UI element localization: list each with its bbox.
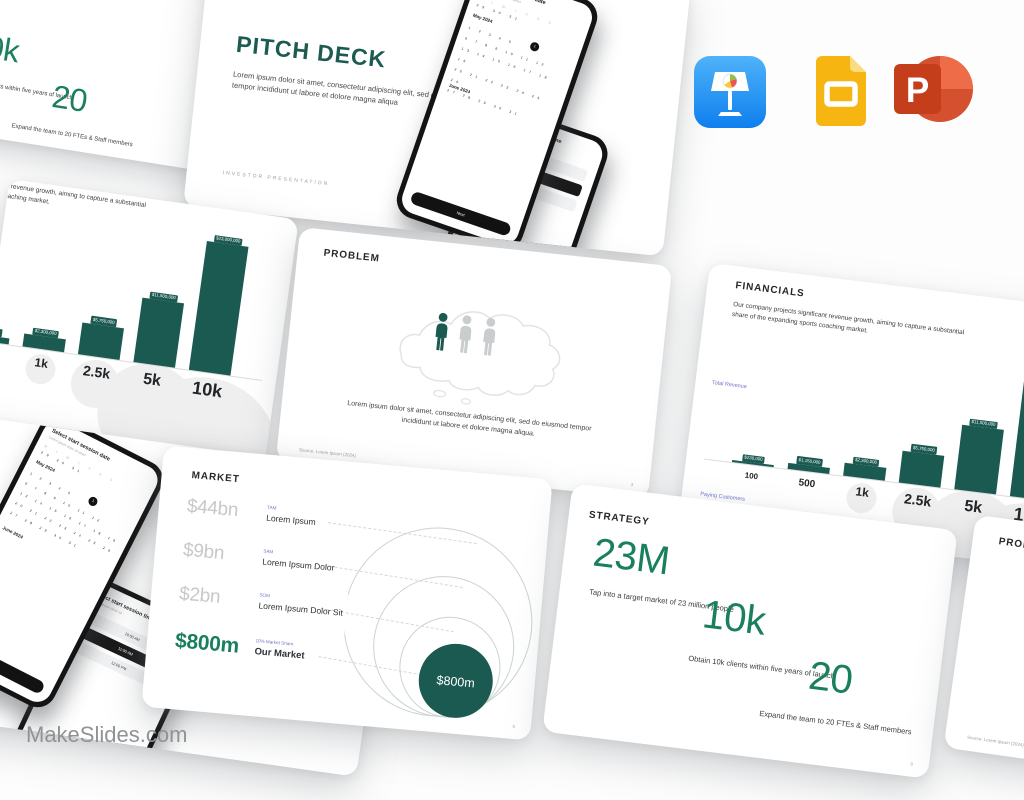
market-value: $9bn	[182, 539, 225, 565]
strategy-stat-caption: Expand the team to 20 FTEs & Staff membe…	[758, 708, 913, 737]
page-number: 8	[910, 761, 914, 767]
keynote-icon	[694, 56, 766, 128]
slide-title: MARKET	[191, 470, 241, 486]
bar-value-label: $1,150,000	[0, 325, 3, 337]
person-icon	[459, 315, 472, 354]
x-tick-label: 2.5k	[903, 490, 933, 510]
cover-title: PITCH DECK	[235, 30, 388, 73]
tam-sam-som-circles: $800m	[337, 490, 551, 739]
chart-bar-2.5k: $5,750,000 2.5k	[893, 443, 946, 525]
slide-title: STRATEGY	[588, 509, 651, 528]
slide-title: PROBLEM	[323, 247, 381, 265]
market-value: $2bn	[178, 583, 222, 608]
x-tick-label: 2.5k	[82, 362, 112, 382]
market-name: Lorem Ipsum	[265, 512, 317, 527]
cover-footer: INVESTOR PRESENTATION	[222, 170, 330, 188]
strategy-stat-value: 23M	[590, 530, 672, 584]
chart-bar-1k: $2,300,000 1k	[16, 326, 68, 389]
strategy-stat-caption: Expand the team to 20 FTEs & Staff membe…	[11, 121, 134, 148]
strategy-stat-value: 10k	[0, 26, 22, 70]
svg-text:$800m: $800m	[436, 673, 475, 690]
next-button: Next	[409, 190, 513, 237]
x-tick-label: 500	[797, 477, 816, 491]
x-tick-label: 10k	[190, 377, 224, 402]
slide-title: FINANCIALS	[734, 280, 806, 300]
chart-bar-1k: $2,300,000 1k	[838, 455, 889, 517]
svg-text:P: P	[906, 71, 929, 110]
x-tick-label: 1k	[854, 484, 870, 500]
chart-bar-100: $230,000 100	[726, 453, 775, 504]
powerpoint-icon: P	[888, 46, 974, 132]
calendar-month-label: May 2024	[35, 459, 56, 473]
slide-card-problem: PROBLEM Lorem ipsum dolor sit amet, con	[275, 227, 673, 499]
person-icon	[483, 317, 496, 356]
person-icons	[431, 312, 500, 359]
market-row: $44bn TAM Lorem Ipsum	[186, 496, 317, 529]
calendar-month-label: June 2024	[1, 525, 24, 540]
revenue-bar-chart: $230,000100$1,150,000500$2,300,0001k$5,7…	[0, 193, 275, 402]
next-button: Next	[0, 634, 46, 695]
market-row: $800m 10% Market Share Our Market	[174, 629, 306, 664]
person-icon	[435, 312, 448, 351]
calendar-month-label: May 2024	[472, 12, 494, 24]
google-slides-icon	[812, 54, 870, 128]
source-note: Source: Lorem Ipsum (2024)	[966, 734, 1024, 748]
slide-title: PROBLEM	[997, 536, 1024, 555]
market-name: Lorem Ipsum Dolor	[261, 556, 335, 573]
strategy-stat-value: 20	[806, 653, 855, 703]
strategy-stat-value: 20	[49, 78, 90, 120]
page-number: 3	[630, 482, 634, 488]
calendar-grid: 1 2 3 4 5 6 7 8 9 10 11 12 13 14 15 16 1…	[445, 23, 573, 131]
strategy-stat-value: 10k	[700, 592, 768, 644]
page-number: 5	[512, 723, 516, 730]
x-tick-label: 100	[744, 470, 759, 482]
slide-card-problem-fragment: PROBLEM Source: Lorem Ipsum (2024)	[943, 514, 1024, 800]
market-value-highlight: $800m	[174, 629, 240, 658]
market-row: $2bn SOM Lorem Ipsum Dolor Sit	[178, 583, 344, 619]
x-tick-label: 1k	[33, 355, 49, 372]
makeslides-logo[interactable]: MakeSlides.com	[26, 722, 188, 747]
x-tick-label: 5k	[142, 370, 163, 390]
slide-card-strategy: STRATEGY 23M Tap into a target market of…	[542, 483, 958, 779]
market-row: $9bn SAM Lorem Ipsum Dolor	[182, 540, 336, 575]
slide-card-market: MARKET $44bn TAM Lorem Ipsum $9bn SAM Lo…	[141, 445, 553, 741]
source-note: Source: Lorem Ipsum (2024)	[298, 447, 357, 459]
map-outline	[369, 280, 582, 420]
market-name: Our Market	[254, 646, 305, 662]
market-value: $44bn	[186, 495, 240, 522]
